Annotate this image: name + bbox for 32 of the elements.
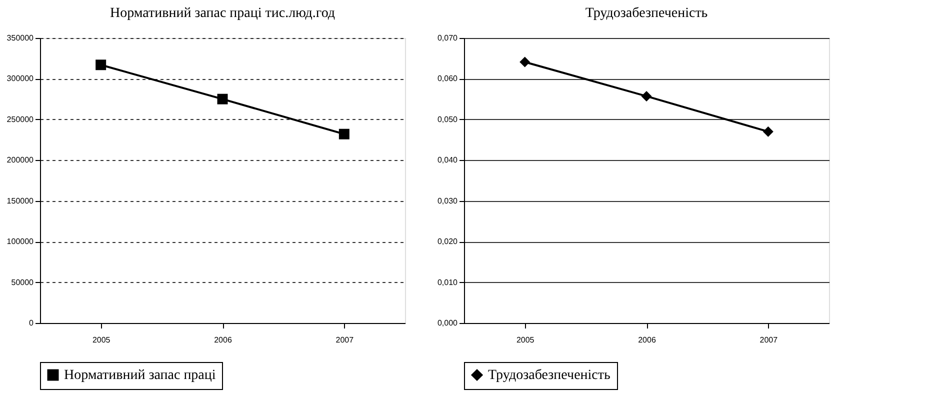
point [641, 90, 652, 102]
y-tick-label: 50000 [11, 278, 34, 287]
x-tick-label: 2006 [638, 336, 656, 344]
y-tick-label: 0,040 [437, 156, 458, 165]
chart-title: Нормативний запас праці тис.люд.год [110, 6, 336, 21]
y-tick-label: 150000 [6, 196, 34, 206]
y-tick-label: 0,030 [437, 196, 458, 206]
x-tick-label: 2005 [516, 336, 535, 344]
chart-title: Трудозабезпеченість [585, 6, 708, 21]
point [338, 128, 350, 140]
y-tick-label: 0,020 [437, 237, 458, 246]
legend-label: Нормативний запас праці [64, 368, 216, 383]
x-tick-label: 2007 [760, 336, 778, 344]
x-tick-label: 2005 [92, 336, 111, 344]
y-tick-label: 300000 [6, 74, 34, 84]
y-tick-label: 0,070 [437, 34, 458, 42]
point [217, 94, 228, 104]
y-tick-label: 100000 [6, 237, 34, 246]
y-tick-label: 0,010 [437, 278, 458, 287]
y-tick-label: 350000 [6, 34, 34, 42]
point [520, 56, 530, 68]
y-tick-label: 0,000 [437, 318, 458, 328]
y-tick-label: 250000 [6, 114, 34, 124]
legend-label: Трудозабезпеченість [488, 368, 610, 383]
point [762, 126, 774, 137]
x-tick-label: 2006 [214, 336, 232, 344]
point [96, 60, 106, 70]
y-tick-label: 200000 [6, 156, 34, 165]
y-tick-label: 0,060 [437, 74, 458, 84]
y-tick-label: 0,050 [437, 114, 458, 124]
x-tick-label: 2007 [336, 336, 354, 344]
y-tick-label: 0 [29, 318, 34, 328]
